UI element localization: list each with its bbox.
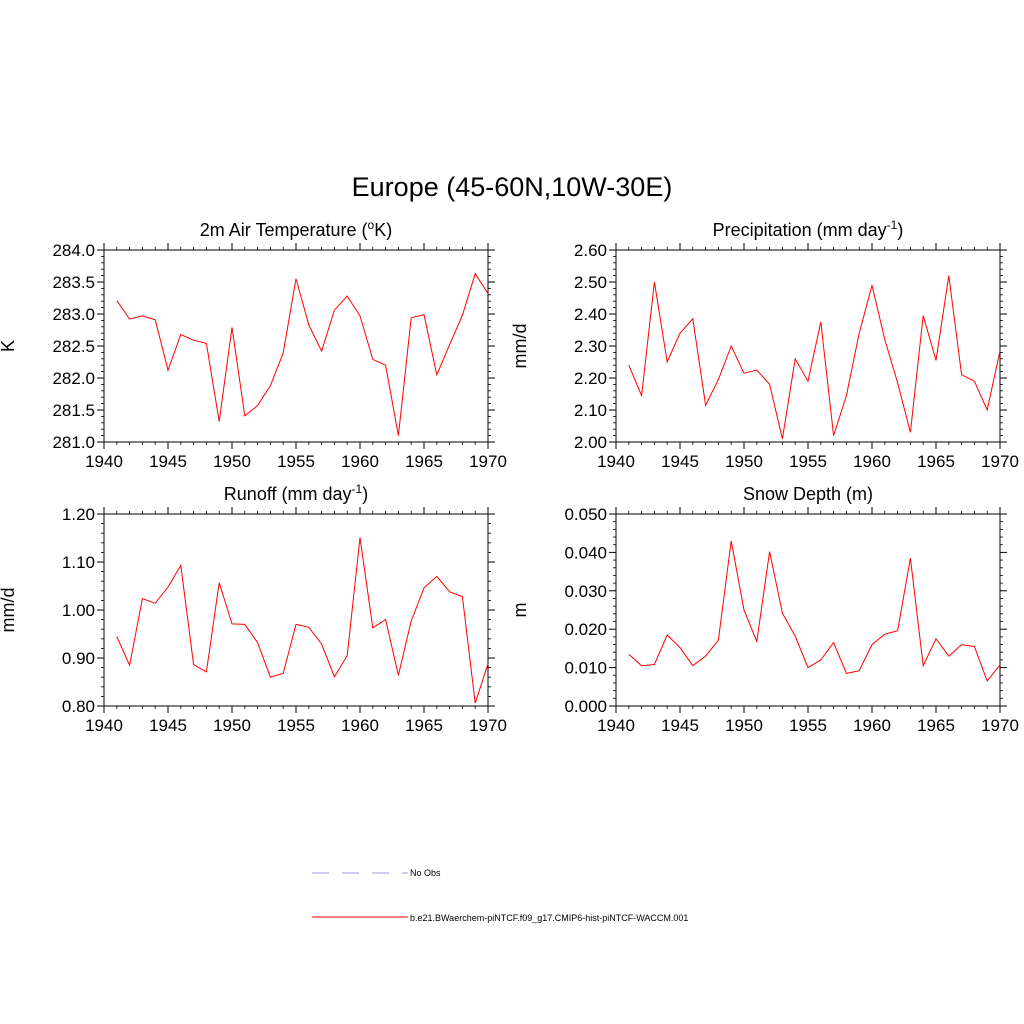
y-tick-label: 2.10	[574, 401, 607, 420]
panel-temperature: 1940 1945 1950 1955 1960 1965 1970 281.0 281.5 28…	[0, 218, 507, 471]
series-line	[116, 272, 489, 436]
y-tick-label: 281.5	[52, 401, 95, 420]
y-tick-label: 1.20	[62, 505, 95, 524]
legend-model-label: b.e21.BWaerchem-piNTCF.f09_g17.CMIP6-his…	[410, 913, 688, 923]
y-tick-label: 0.010	[564, 659, 607, 678]
x-tick-label: 1940	[597, 716, 635, 735]
plot-frame	[615, 249, 1001, 443]
panel-title-superscript: -1	[887, 218, 898, 232]
x-tick-label: 1960	[341, 716, 379, 735]
panel-snow-depth: 1940 1945 1950 1955 1960 1965 1970 0.000 0.010 0.…	[510, 484, 1019, 735]
x-tick-label: 1965	[405, 452, 443, 471]
y-tick-label: 2.50	[574, 273, 607, 292]
panel-title-main: Snow Depth (m)	[743, 484, 873, 504]
x-tick-label: 1965	[917, 716, 955, 735]
x-tick-label: 1955	[277, 452, 315, 471]
y-tick-label: 283.5	[52, 273, 95, 292]
series-line	[628, 275, 1001, 439]
y-tick-label: 0.80	[62, 697, 95, 716]
y-axis-label: mm/d	[0, 588, 18, 633]
panel-title: Runoff (mm day-1)	[224, 482, 368, 504]
x-tick-label: 1960	[341, 452, 379, 471]
panel-title: Snow Depth (m)	[743, 484, 873, 504]
legend-obs-label: No Obs	[410, 868, 441, 878]
y-tick-label: 0.050	[564, 505, 607, 524]
y-tick-label: 0.030	[564, 582, 607, 601]
x-tick-label: 1945	[149, 716, 187, 735]
plot-frame	[615, 513, 1001, 707]
y-tick-label: 2.00	[574, 433, 607, 452]
panel-title-superscript: o	[368, 218, 375, 232]
panel-title-superscript: -1	[352, 482, 363, 496]
x-tick-label: 1970	[469, 716, 507, 735]
x-tick-label: 1940	[85, 716, 123, 735]
panels: 1940 1945 1950 1955 1960 1965 1970 281.0 281.5 28…	[0, 218, 1019, 735]
x-tick-label: 1955	[277, 716, 315, 735]
x-tick-label: 1965	[917, 452, 955, 471]
y-tick-label: 2.60	[574, 241, 607, 260]
x-tick-label: 1945	[661, 452, 699, 471]
x-tick-label: 1950	[725, 452, 763, 471]
x-tick-label: 1950	[213, 452, 251, 471]
y-axis-label: mm/d	[510, 324, 530, 369]
y-tick-label: 0.040	[564, 543, 607, 562]
x-tick-label: 1945	[149, 452, 187, 471]
panel-title-main: Runoff (mm day	[224, 484, 352, 504]
x-tick-label: 1970	[981, 716, 1019, 735]
panel-title-main: 2m Air Temperature (	[200, 220, 368, 240]
panel-title-suffix: )	[362, 484, 368, 504]
panel-title: 2m Air Temperature (oK)	[200, 218, 392, 240]
series-line	[116, 537, 489, 704]
x-tick-label: 1970	[469, 452, 507, 471]
y-tick-label: 0.000	[564, 697, 607, 716]
x-tick-label: 1970	[981, 452, 1019, 471]
plot-frame	[103, 513, 489, 707]
x-tick-label: 1945	[661, 716, 699, 735]
x-tick-label: 1940	[597, 452, 635, 471]
y-axis-label: K	[0, 340, 18, 352]
y-tick-label: 283.0	[52, 305, 95, 324]
x-tick-label: 1940	[85, 452, 123, 471]
y-tick-label: 2.20	[574, 369, 607, 388]
panel-runoff: 1940 1945 1950 1955 1960 1965 1970 0.80 0.90 1.00…	[0, 482, 507, 735]
y-tick-label: 282.5	[52, 337, 95, 356]
x-tick-label: 1950	[213, 716, 251, 735]
x-tick-label: 1955	[789, 716, 827, 735]
y-tick-label: 2.40	[574, 305, 607, 324]
y-axis-label: m	[510, 603, 530, 618]
legend: No Obs b.e21.BWaerchem-piNTCF.f09_g17.CM…	[312, 868, 688, 923]
panel-title-suffix: K)	[374, 220, 392, 240]
y-tick-label: 284.0	[52, 241, 95, 260]
panel-title: Precipitation (mm day-1)	[713, 218, 904, 240]
y-tick-label: 281.0	[52, 433, 95, 452]
y-tick-label: 1.00	[62, 601, 95, 620]
figure-title: Europe (45-60N,10W-30E)	[352, 172, 673, 202]
x-tick-label: 1960	[853, 716, 891, 735]
x-tick-label: 1955	[789, 452, 827, 471]
y-tick-label: 0.020	[564, 620, 607, 639]
panel-title-suffix: )	[897, 220, 903, 240]
y-tick-label: 0.90	[62, 649, 95, 668]
y-tick-label: 282.0	[52, 369, 95, 388]
panel-precipitation: 1940 1945 1950 1955 1960 1965 1970 2.00 2.10 2.20…	[510, 218, 1019, 471]
x-tick-label: 1950	[725, 716, 763, 735]
y-tick-label: 1.10	[62, 553, 95, 572]
x-tick-label: 1965	[405, 716, 443, 735]
y-tick-label: 2.30	[574, 337, 607, 356]
panel-title-main: Precipitation (mm day	[713, 220, 887, 240]
x-tick-label: 1960	[853, 452, 891, 471]
series-line	[628, 540, 1001, 683]
